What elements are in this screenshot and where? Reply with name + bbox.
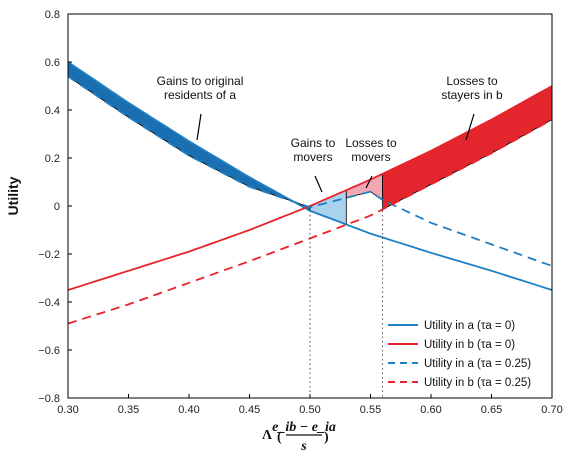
x-axis-label-left-paren: ( [277,430,282,445]
x-axis-label: Λ ( e_ib − e_ia s ) [262,420,336,454]
region-1 [309,189,347,226]
annotation-losses-stayers: Losses to stayers in b [441,74,503,102]
y-tick-label: −0.8 [38,393,60,405]
y-tick-label: −0.2 [38,249,60,261]
x-tick-label: 0.40 [178,404,199,416]
threshold-lines [309,206,384,398]
annotation-pointer [314,175,323,193]
y-tick-label: 0.2 [45,153,60,165]
annotation-losses-movers: Losses to movers [345,136,397,164]
y-axis-label: Utility [5,176,21,215]
x-tick-label: 0.30 [57,404,78,416]
legend-label-1: Utility in b (τa = 0) [424,339,515,351]
annotation-pointer [196,113,202,141]
annotations: Gains to original residents of a Losses to… [157,74,503,193]
legend-label-2: Utility in a (τa = 0.25) [424,358,531,370]
x-tick-label: 0.50 [299,404,320,416]
y-tick-label: 0.6 [45,57,60,69]
x-axis-ticks: 0.30 0.35 0.40 0.45 0.50 0.55 0.60 0.65 0.70 [57,394,563,416]
y-axis-ticks: −0.8 −0.6 −0.4 −0.2 0 0.2 0.4 0.6 0.8 [38,9,72,405]
y-tick-label: 0.8 [45,9,60,21]
legend-label-0: Utility in a (τa = 0) [424,320,515,332]
x-tick-label: 0.45 [239,404,260,416]
x-axis-label-numerator: e_ib − e_ia [272,420,336,435]
annotation-pointer [365,175,373,189]
legend-label-3: Utility in b (τa = 0.25) [424,377,531,389]
x-tick-label: 0.70 [541,404,562,416]
x-axis-label-lambda: Λ [262,428,272,443]
y-tick-label: 0 [54,201,60,213]
annotation-gains-movers: Gains to movers [291,136,336,164]
region-3 [382,85,553,211]
x-tick-label: 0.65 [481,404,502,416]
x-axis-label-right-paren: ) [324,430,329,445]
y-tick-label: 0.4 [45,105,60,117]
legend: Utility in a (τa = 0) Utility in b (τa = … [383,312,549,394]
y-tick-label: −0.6 [38,345,60,357]
x-tick-label: 0.60 [420,404,441,416]
x-tick-label: 0.55 [360,404,381,416]
annotation-gains-residents: Gains to original residents of a [157,74,244,102]
annotation-pointer [465,113,475,141]
y-tick-label: −0.4 [38,297,60,309]
x-axis-label-denominator: s [300,439,307,454]
x-tick-label: 0.35 [118,404,139,416]
